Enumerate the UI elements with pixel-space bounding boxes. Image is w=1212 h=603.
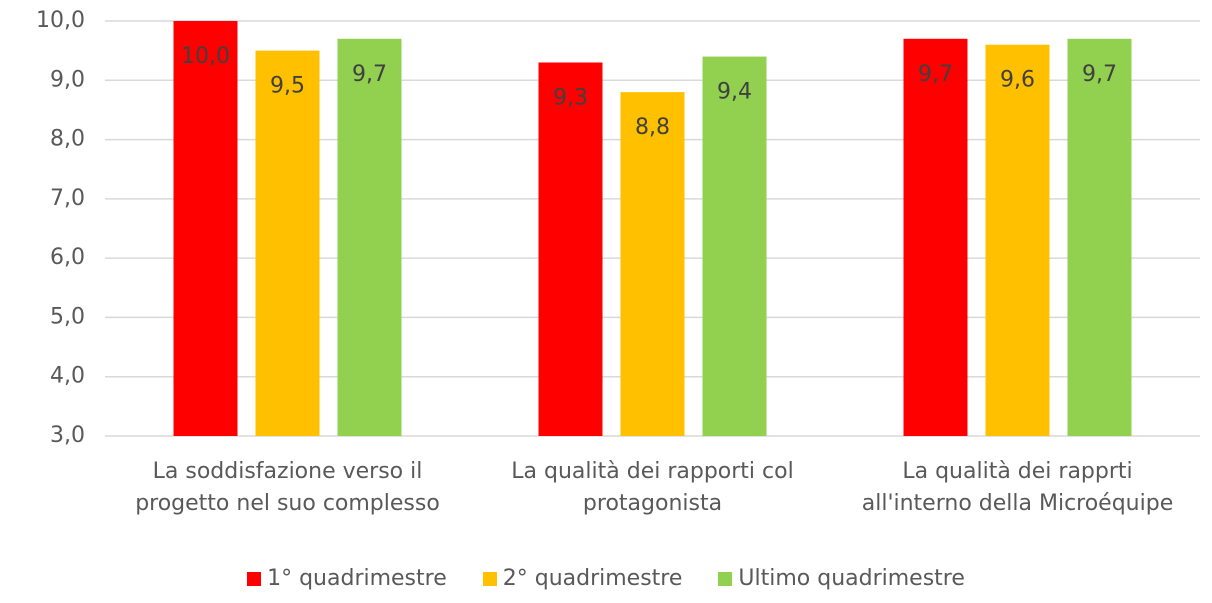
data-label: 9,7 <box>918 62 953 87</box>
bar <box>1067 38 1132 437</box>
legend-label: 1° quadrimestre <box>267 566 447 591</box>
legend-item: 1° quadrimestre <box>247 566 447 591</box>
legend-swatch <box>482 571 497 586</box>
bar <box>702 56 767 436</box>
y-tick-label: 7,0 <box>50 186 85 211</box>
y-tick-label: 5,0 <box>50 304 85 329</box>
bar <box>255 50 320 437</box>
legend-label: Ultimo quadrimestre <box>738 566 965 591</box>
legend: 1° quadrimestre 2° quadrimestre Ultimo qua… <box>0 566 1212 591</box>
data-label: 9,6 <box>1000 68 1035 93</box>
data-label: 9,5 <box>270 74 305 99</box>
bar <box>620 92 685 437</box>
data-label: 9,7 <box>352 62 387 87</box>
y-tick-label: 10,0 <box>36 8 85 33</box>
legend-swatch <box>718 571 733 586</box>
x-tick-label: La soddisfazione verso il progetto nel s… <box>135 459 440 516</box>
y-tick-label: 4,0 <box>50 364 85 389</box>
bar <box>337 38 402 437</box>
legend-label: 2° quadrimestre <box>502 566 683 591</box>
y-tick-label: 3,0 <box>50 423 85 448</box>
x-tick-label: La qualità dei rapporti col protagonista <box>511 459 794 516</box>
y-tick-label: 8,0 <box>50 127 85 152</box>
bar <box>538 62 603 436</box>
data-label: 9,4 <box>717 80 752 105</box>
y-tick-label: 6,0 <box>50 245 85 270</box>
data-label: 10,0 <box>181 44 230 69</box>
legend-item: Ultimo quadrimestre <box>718 566 965 591</box>
y-tick-label: 9,0 <box>50 67 85 92</box>
data-label: 9,7 <box>1082 62 1117 87</box>
bar <box>903 38 968 437</box>
data-label: 8,8 <box>635 115 670 140</box>
legend-swatch <box>247 571 262 586</box>
legend-item: 2° quadrimestre <box>482 566 683 591</box>
bar <box>173 21 238 436</box>
x-tick-label: La qualità dei rapprti all'interno della… <box>861 459 1174 516</box>
bar <box>985 44 1050 436</box>
data-label: 9,3 <box>553 86 588 111</box>
